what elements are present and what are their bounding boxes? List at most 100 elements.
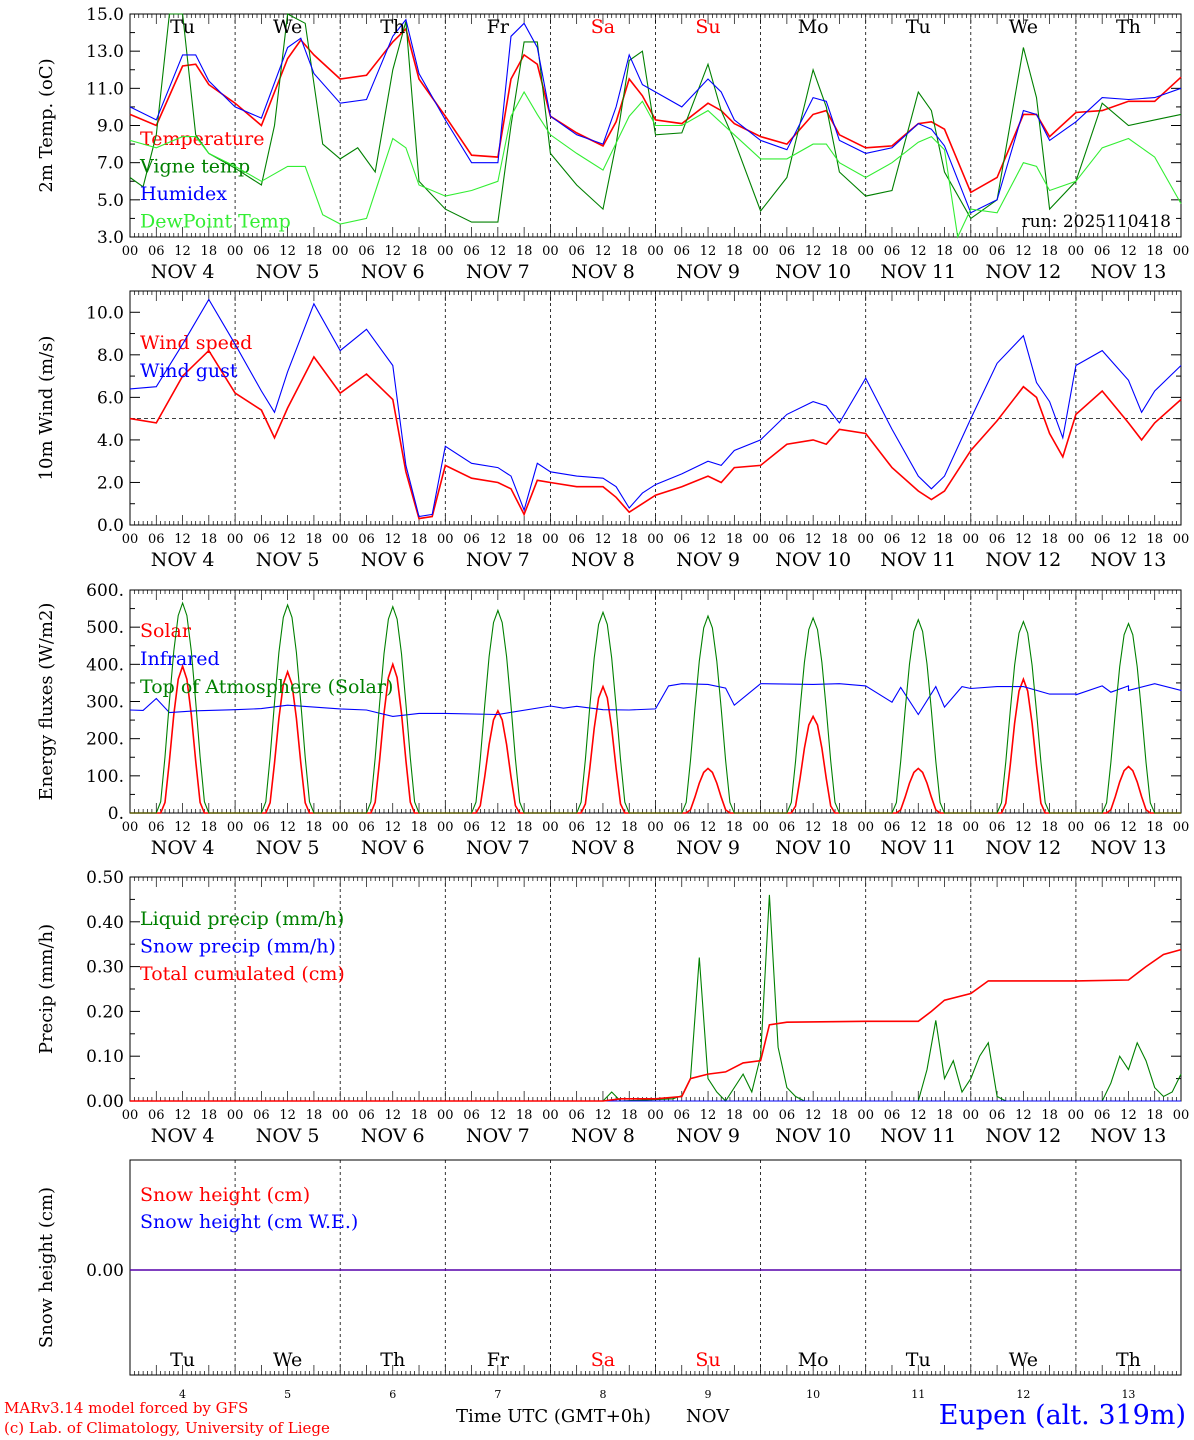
- hour-tick-label: 06: [1094, 532, 1111, 547]
- hour-tick-label: 18: [306, 820, 323, 835]
- hour-tick-label: 12: [174, 1108, 191, 1123]
- hour-tick-label: 18: [1041, 532, 1058, 547]
- hour-tick-label: 00: [437, 1108, 454, 1123]
- hour-tick-label: 12: [1015, 1108, 1032, 1123]
- station-name: Eupen (alt. 319m): [938, 1400, 1186, 1431]
- hour-tick-label: 00: [1068, 244, 1085, 259]
- y-tick-label: 400.: [86, 655, 124, 675]
- hour-tick-label: 12: [1120, 1108, 1137, 1123]
- hour-tick-label: 06: [1094, 820, 1111, 835]
- date-label: NOV 9: [676, 261, 740, 283]
- y-tick-label: 0.20: [86, 1002, 124, 1022]
- hour-tick-label: 18: [1041, 1108, 1058, 1123]
- day-number: 6: [389, 1388, 396, 1401]
- hour-tick-label: 12: [1120, 820, 1137, 835]
- y-tick-label: 15.0: [86, 5, 124, 25]
- day-number: 5: [284, 1388, 291, 1401]
- hour-tick-label: 18: [201, 244, 218, 259]
- hour-tick-label: 00: [752, 532, 769, 547]
- y-tick-label: 0.00: [86, 1261, 124, 1281]
- hour-tick-label: 06: [779, 244, 796, 259]
- hour-tick-label: 12: [174, 820, 191, 835]
- date-label: NOV 11: [880, 549, 956, 571]
- hour-tick-label: 12: [910, 244, 927, 259]
- hour-tick-label: 18: [516, 820, 533, 835]
- series-line-dewpoint-temp: [129, 90, 1182, 239]
- hour-tick-label: 18: [621, 820, 638, 835]
- y-tick-label: 0.10: [86, 1047, 124, 1067]
- y-axis-label: Snow height (cm): [36, 1187, 57, 1348]
- date-label: NOV 13: [1091, 837, 1167, 859]
- y-tick-label: 0.00: [86, 1092, 124, 1112]
- date-label: NOV 11: [880, 261, 956, 283]
- hour-tick-label: 18: [516, 532, 533, 547]
- legend-item: Snow precip (mm/h): [140, 936, 336, 958]
- hour-tick-label: 18: [831, 1108, 848, 1123]
- hour-tick-label: 06: [884, 1108, 901, 1123]
- hour-tick-label: 18: [1041, 820, 1058, 835]
- y-tick-label: 300.: [86, 693, 124, 713]
- hour-tick-label: 00: [1068, 820, 1085, 835]
- hour-tick-label: 00: [437, 532, 454, 547]
- date-label: NOV 6: [361, 549, 425, 571]
- hour-tick-label: 06: [148, 820, 165, 835]
- date-label: NOV 9: [676, 1125, 740, 1147]
- y-axis-label: Precip (mm/h): [36, 924, 57, 1054]
- hour-tick-label: 18: [1146, 820, 1163, 835]
- hour-tick-label: 06: [779, 532, 796, 547]
- hour-tick-label: 06: [148, 1108, 165, 1123]
- hour-tick-label: 12: [910, 820, 927, 835]
- hour-tick-label: 06: [989, 820, 1006, 835]
- date-label: NOV 5: [256, 549, 320, 571]
- day-abbr: We: [1009, 1349, 1038, 1371]
- day-abbr: Fr: [487, 16, 510, 38]
- date-label: NOV 12: [985, 261, 1061, 283]
- series-line-infrared: [129, 683, 1182, 717]
- hour-tick-label: 06: [358, 820, 375, 835]
- hour-tick-label: 12: [700, 532, 717, 547]
- hour-tick-label: 18: [726, 1108, 743, 1123]
- hour-tick-label: 18: [831, 244, 848, 259]
- hour-tick-label: 00: [542, 244, 559, 259]
- hour-tick-label: 00: [647, 532, 664, 547]
- y-tick-label: 2.0: [97, 473, 124, 493]
- hour-tick-label: 12: [279, 1108, 296, 1123]
- hour-tick-label: 06: [568, 244, 585, 259]
- legend-item: Snow height (cm): [140, 1184, 310, 1206]
- y-tick-label: 11.0: [86, 79, 124, 99]
- hour-tick-label: 06: [568, 820, 585, 835]
- hour-tick-label: 00: [332, 244, 349, 259]
- day-abbr: Tu: [906, 16, 931, 38]
- hour-tick-label: 00: [1173, 1108, 1190, 1123]
- day-number: 7: [494, 1388, 501, 1401]
- hour-tick-label: 12: [910, 1108, 927, 1123]
- hour-tick-label: 00: [437, 244, 454, 259]
- hour-tick-label: 00: [1173, 532, 1190, 547]
- series-line-top-of-atmosphere-solar-: [130, 601, 1181, 814]
- hour-tick-label: 18: [411, 532, 428, 547]
- hour-tick-label: 18: [936, 532, 953, 547]
- hour-tick-label: 06: [253, 532, 270, 547]
- day-abbr: Su: [695, 1349, 720, 1371]
- hour-tick-label: 18: [411, 1108, 428, 1123]
- date-label: NOV 13: [1091, 1125, 1167, 1147]
- legend-item: Wind gust: [140, 360, 238, 382]
- hour-tick-label: 00: [332, 1108, 349, 1123]
- hour-tick-label: 18: [726, 532, 743, 547]
- date-label: NOV 7: [466, 837, 530, 859]
- legend-item: DewPoint Temp: [140, 211, 291, 233]
- day-abbr: Sa: [591, 1349, 615, 1371]
- hour-tick-label: 12: [490, 244, 507, 259]
- hour-tick-label: 12: [279, 244, 296, 259]
- series-line-wind-speed: [129, 349, 1182, 520]
- day-abbr: Mo: [798, 1349, 829, 1371]
- hour-tick-label: 18: [831, 820, 848, 835]
- hour-tick-label: 06: [989, 1108, 1006, 1123]
- hour-tick-label: 00: [227, 244, 244, 259]
- day-abbr: Tu: [170, 1349, 195, 1371]
- date-label: NOV 11: [880, 1125, 956, 1147]
- date-label: NOV 4: [151, 1125, 215, 1147]
- hour-tick-label: 12: [805, 532, 822, 547]
- hour-tick-label: 12: [595, 244, 612, 259]
- y-tick-label: 7.0: [97, 154, 124, 174]
